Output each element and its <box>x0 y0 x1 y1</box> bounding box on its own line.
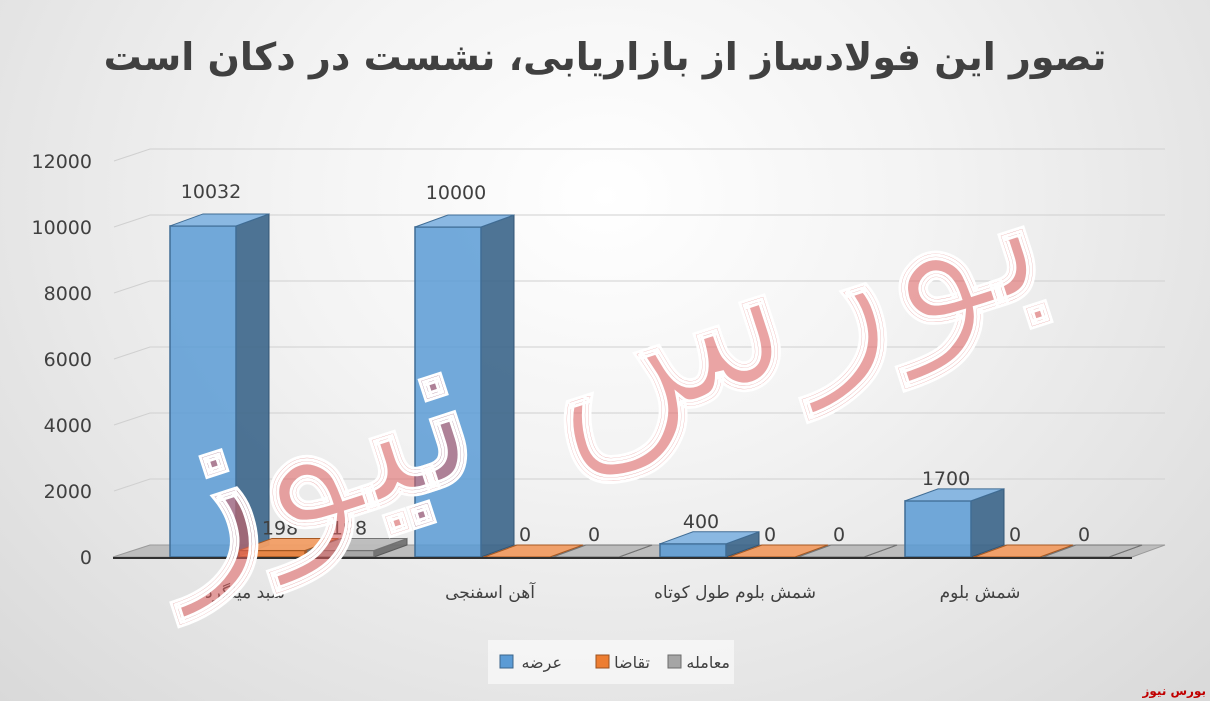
y-tick-label: 10000 <box>32 217 92 239</box>
data-label: 198 <box>331 517 367 539</box>
data-label: 10032 <box>181 181 241 203</box>
y-tick-label: 6000 <box>44 349 92 371</box>
gridline <box>113 412 1165 426</box>
y-tick-label: 12000 <box>32 151 92 173</box>
gridline <box>113 148 1165 162</box>
bar-top <box>169 213 270 227</box>
x-tick-label: شمش بلوم <box>940 583 1021 603</box>
bar-top <box>307 537 408 551</box>
legend-label[interactable]: تقاضا <box>614 653 650 672</box>
corner-logo-text: بورس نیوز <box>1141 684 1206 699</box>
legend-label[interactable]: معامله <box>686 653 730 672</box>
gridline <box>113 214 1165 228</box>
data-label: 198 <box>262 517 298 539</box>
y-tick-label: 2000 <box>44 481 92 503</box>
bar[interactable] <box>169 225 237 558</box>
legend-swatch[interactable] <box>499 654 514 669</box>
data-label: 0 <box>1078 524 1090 546</box>
data-label: 10000 <box>426 182 486 204</box>
gridline <box>113 478 1165 492</box>
y-tick-label: 8000 <box>44 283 92 305</box>
y-tick-label: 4000 <box>44 415 92 437</box>
bar[interactable] <box>659 543 727 558</box>
chart-title: تصور این فولادساز از بازاریابی، نشست در … <box>104 35 1107 79</box>
y-axis: 0 2000 4000 6000 8000 10000 12000 <box>32 151 92 569</box>
data-labels: 10032 198 198 10000 0 0 400 0 0 1700 0 0 <box>181 181 1090 546</box>
x-tick-label: شمش بلوم طول کوتاه <box>654 583 816 603</box>
data-label: 0 <box>833 524 845 546</box>
data-label: 400 <box>683 511 719 533</box>
x-tick-label: آهن اسفنجی <box>445 581 536 603</box>
data-label: 1700 <box>922 468 970 490</box>
bar-top <box>414 214 515 228</box>
gridline <box>113 346 1165 360</box>
legend-label[interactable]: عرضه <box>521 653 562 673</box>
bars <box>169 213 1143 559</box>
legend-swatch[interactable] <box>667 654 682 669</box>
gridline <box>113 280 1165 294</box>
x-tick-label: سبد میلگرد <box>205 582 285 603</box>
data-label: 0 <box>764 524 776 546</box>
bar-top <box>904 488 1005 502</box>
bar[interactable] <box>904 500 972 558</box>
legend[interactable]: عرضه تقاضا معامله <box>488 640 734 684</box>
legend-swatch[interactable] <box>595 654 610 669</box>
data-label: 0 <box>519 524 531 546</box>
x-axis: سبد میلگرد آهن اسفنجی شمش بلوم طول کوتاه شم… <box>113 557 1132 603</box>
bar-top <box>659 531 760 545</box>
legend-box <box>488 640 734 684</box>
y-tick-label: 0 <box>80 547 92 569</box>
gridlines <box>113 148 1165 558</box>
bar-top <box>238 537 339 551</box>
data-label: 0 <box>588 524 600 546</box>
data-label: 0 <box>1009 524 1021 546</box>
